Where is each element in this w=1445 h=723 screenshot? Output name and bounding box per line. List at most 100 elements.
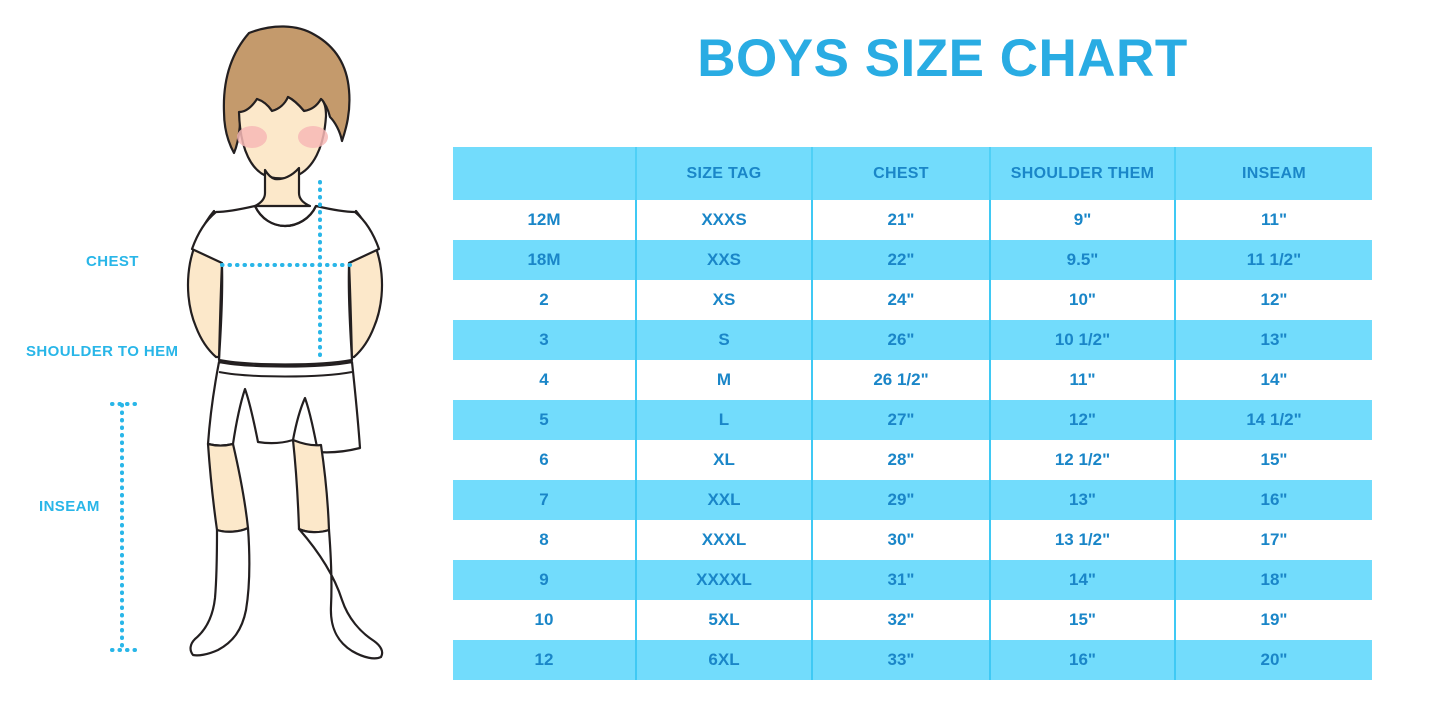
cell-chest: 32" bbox=[811, 600, 990, 640]
boy-figure-svg bbox=[110, 25, 384, 660]
cell-shoulder: 12" bbox=[989, 400, 1175, 440]
cell-shoulder: 10 1/2" bbox=[989, 320, 1175, 360]
cell-chest: 31" bbox=[811, 560, 990, 600]
column-header-age bbox=[453, 147, 636, 200]
neck-shape bbox=[253, 166, 312, 208]
sock-left bbox=[189, 526, 251, 657]
table-row: 8 XXXL 30" 13 1/2" 17" bbox=[453, 520, 1372, 560]
cell-chest: 27" bbox=[811, 400, 990, 440]
chest-measurement-label: CHEST bbox=[86, 253, 139, 270]
cell-shoulder: 16" bbox=[989, 640, 1175, 680]
cell-inseam: 14 1/2" bbox=[1174, 400, 1372, 440]
cell-age: 8 bbox=[539, 530, 549, 549]
cell-chest: 26 1/2" bbox=[811, 360, 990, 400]
cell-size-tag: XXS bbox=[635, 240, 812, 280]
cell-inseam: 11 1/2" bbox=[1174, 240, 1372, 280]
sock-right bbox=[297, 527, 384, 660]
cell-inseam: 16" bbox=[1174, 480, 1372, 520]
cell-size-tag: M bbox=[635, 360, 812, 400]
cell-size-tag: 6XL bbox=[635, 640, 812, 680]
legs-group bbox=[206, 438, 331, 534]
cell-shoulder: 9.5" bbox=[989, 240, 1175, 280]
cell-age: 12M bbox=[527, 210, 561, 229]
cell-age: 4 bbox=[539, 370, 549, 389]
cell-age: 7 bbox=[539, 490, 549, 509]
cell-size-tag: XL bbox=[635, 440, 812, 480]
chart-panel: BOYS SIZE CHART SIZE TAG CHEST SHOULDER … bbox=[440, 0, 1445, 723]
head-group bbox=[222, 25, 351, 208]
leg-right bbox=[291, 438, 331, 534]
cell-shoulder: 9" bbox=[989, 200, 1175, 240]
table-row: 18M XXS 22" 9.5" 11 1/2" bbox=[453, 240, 1372, 280]
inseam-measurement-label: INSEAM bbox=[39, 498, 100, 515]
column-header-size-tag: SIZE TAG bbox=[635, 147, 812, 200]
table-row: 10 5XL 32" 15" 19" bbox=[453, 600, 1372, 640]
cell-chest: 30" bbox=[811, 520, 990, 560]
column-header-inseam: INSEAM bbox=[1174, 147, 1372, 200]
page-title: BOYS SIZE CHART bbox=[697, 29, 1188, 88]
cell-inseam: 14" bbox=[1174, 360, 1372, 400]
cell-age: 2 bbox=[539, 290, 549, 309]
cell-chest: 29" bbox=[811, 480, 990, 520]
cell-inseam: 20" bbox=[1174, 640, 1372, 680]
cell-shoulder: 11" bbox=[989, 360, 1175, 400]
cell-size-tag: XXXS bbox=[635, 200, 812, 240]
cheek-left bbox=[237, 126, 267, 148]
cell-inseam: 13" bbox=[1174, 320, 1372, 360]
cell-inseam: 19" bbox=[1174, 600, 1372, 640]
table-body: 12M XXXS 21" 9" 11" 18M XXS 22" 9.5" 11 1/2" 2 XS 24… bbox=[453, 200, 1372, 680]
cell-chest: 26" bbox=[811, 320, 990, 360]
sleeve-seam-left bbox=[218, 262, 224, 361]
cheek-right bbox=[298, 126, 328, 148]
cell-shoulder: 10" bbox=[989, 280, 1175, 320]
cell-size-tag: XXXL bbox=[635, 520, 812, 560]
cell-age: 12 bbox=[534, 650, 554, 669]
cell-inseam: 18" bbox=[1174, 560, 1372, 600]
cell-age: 3 bbox=[539, 330, 549, 349]
cell-inseam: 12" bbox=[1174, 280, 1372, 320]
cell-size-tag: XXXXL bbox=[635, 560, 812, 600]
cell-shoulder: 15" bbox=[989, 600, 1175, 640]
table-row: 3 S 26" 10 1/2" 13" bbox=[453, 320, 1372, 360]
cell-age: 5 bbox=[539, 410, 549, 429]
cell-shoulder: 12 1/2" bbox=[989, 440, 1175, 480]
cell-age: 10 bbox=[534, 610, 554, 629]
cell-size-tag: L bbox=[635, 400, 812, 440]
socks-group bbox=[189, 526, 384, 660]
cell-chest: 33" bbox=[811, 640, 990, 680]
column-header-shoulder: SHOULDER THEM bbox=[989, 147, 1175, 200]
cell-age: 18M bbox=[527, 250, 561, 269]
sleeve-seam-right bbox=[347, 262, 353, 361]
table-header: SIZE TAG CHEST SHOULDER THEM INSEAM bbox=[453, 147, 1372, 200]
column-header-chest: CHEST bbox=[811, 147, 990, 200]
cell-chest: 21" bbox=[811, 200, 990, 240]
size-chart-table: SIZE TAG CHEST SHOULDER THEM INSEAM 12M X… bbox=[453, 147, 1372, 680]
cell-chest: 22" bbox=[811, 240, 990, 280]
table-row: 9 XXXXL 31" 14" 18" bbox=[453, 560, 1372, 600]
shoulder-to-hem-measurement-label: SHOULDER TO HEM bbox=[26, 343, 179, 360]
table-row: 6 XL 28" 12 1/2" 15" bbox=[453, 440, 1372, 480]
shorts-shape bbox=[206, 360, 362, 454]
cell-size-tag: S bbox=[635, 320, 812, 360]
measurement-guides bbox=[110, 180, 354, 652]
cell-age: 9 bbox=[539, 570, 549, 589]
cell-shoulder: 14" bbox=[989, 560, 1175, 600]
table-row: 5 L 27" 12" 14 1/2" bbox=[453, 400, 1372, 440]
cell-inseam: 17" bbox=[1174, 520, 1372, 560]
cell-size-tag: 5XL bbox=[635, 600, 812, 640]
cell-chest: 28" bbox=[811, 440, 990, 480]
table-header-row: SIZE TAG CHEST SHOULDER THEM INSEAM bbox=[453, 147, 1372, 200]
cell-size-tag: XXL bbox=[635, 480, 812, 520]
cell-shoulder: 13" bbox=[989, 480, 1175, 520]
cell-inseam: 11" bbox=[1174, 200, 1372, 240]
table-row: 7 XXL 29" 13" 16" bbox=[453, 480, 1372, 520]
boy-figure-illustration: CHEST SHOULDER TO HEM INSEAM bbox=[0, 0, 440, 723]
table-row: 12M XXXS 21" 9" 11" bbox=[453, 200, 1372, 240]
cell-shoulder: 13 1/2" bbox=[989, 520, 1175, 560]
cell-chest: 24" bbox=[811, 280, 990, 320]
tshirt-shape bbox=[190, 204, 381, 366]
leg-left bbox=[206, 442, 250, 533]
shorts-waist-line bbox=[218, 371, 353, 378]
table-row: 2 XS 24" 10" 12" bbox=[453, 280, 1372, 320]
